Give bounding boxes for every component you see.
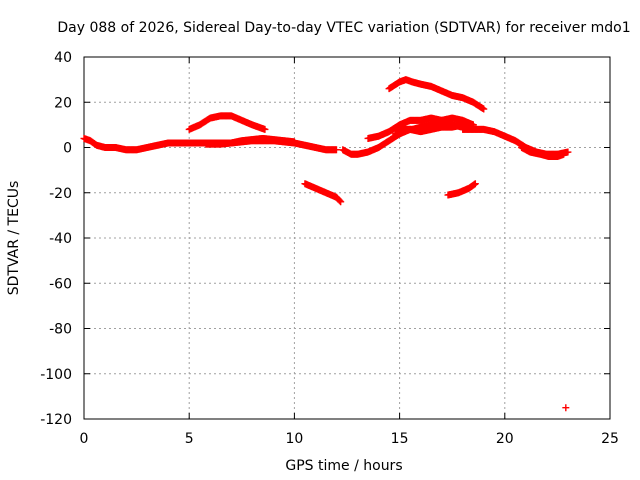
data-point (564, 148, 572, 156)
y-tick-label: 40 (54, 50, 72, 66)
data-marks (80, 76, 572, 412)
y-tick-label: 0 (63, 141, 72, 157)
y-axis-label: SDTVAR / TECUs (6, 181, 22, 296)
series-s9 (459, 125, 572, 158)
y-tick-labels: -120 -100 -80 -60 -40 -20 0 20 40 (40, 50, 72, 428)
series-s11 (444, 180, 479, 199)
series-s3 (202, 134, 298, 148)
chart-title: Day 088 of 2026, Sidereal Day-to-day VTE… (57, 20, 630, 36)
plot-frame (83, 56, 611, 420)
y-tick-label: -80 (49, 322, 72, 338)
grid (84, 57, 610, 419)
x-tick-label: 25 (601, 431, 619, 447)
series-s10 (518, 144, 568, 161)
x-tick-labels: 0 5 10 15 20 25 (80, 431, 619, 447)
x-tick-label: 0 (80, 431, 89, 447)
y-tick-label: -120 (40, 412, 72, 428)
x-axis-label: GPS time / hours (285, 458, 402, 474)
data-point (290, 138, 298, 146)
series-s2 (185, 112, 269, 133)
y-tick-label: 20 (54, 95, 72, 111)
data-point (261, 125, 269, 133)
series-s4 (301, 180, 345, 206)
series-s7 (391, 121, 477, 138)
data-point (336, 197, 344, 205)
y-tick-label: -60 (49, 276, 72, 292)
x-tick-label: 20 (496, 431, 514, 447)
axis-ticks (83, 56, 611, 420)
series-s8 (385, 76, 488, 113)
y-tick-label: -20 (49, 186, 72, 202)
data-point (471, 180, 479, 188)
data-point (337, 198, 345, 206)
y-tick-label: -100 (40, 367, 72, 383)
x-tick-label: 5 (185, 431, 194, 447)
series-s12 (562, 404, 570, 412)
data-point (332, 146, 340, 154)
data-point (560, 150, 568, 158)
data-point (480, 105, 488, 113)
data-point (562, 404, 570, 412)
x-tick-label: 15 (391, 431, 409, 447)
series-s6 (364, 114, 477, 142)
x-tick-label: 10 (285, 431, 303, 447)
y-tick-label: -40 (49, 231, 72, 247)
